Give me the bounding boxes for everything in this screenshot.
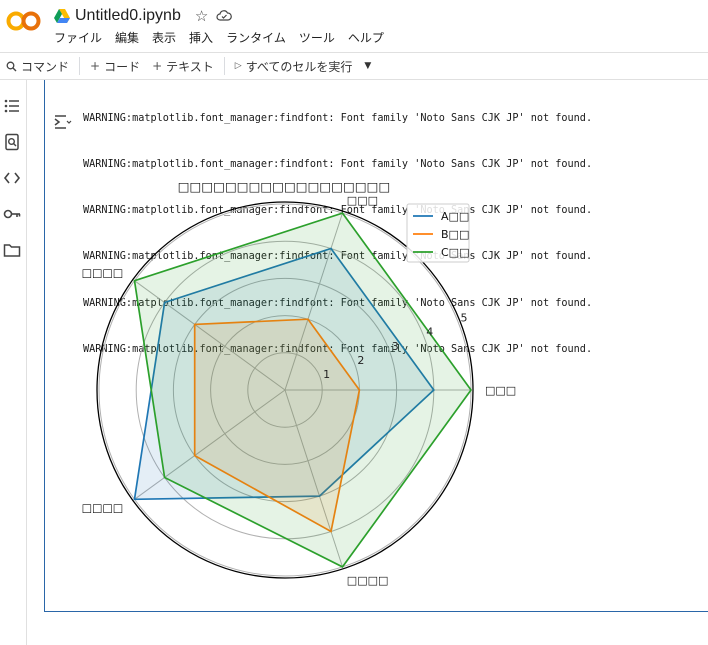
warning-line: WARNING:matplotlib.font_manager:findfont… (83, 343, 593, 355)
menu-file[interactable]: ファイル (54, 31, 103, 45)
table-of-contents-icon[interactable] (2, 96, 22, 116)
notebook-title[interactable]: Untitled0.ipynb (75, 7, 181, 24)
output-actions-icon[interactable] (52, 112, 72, 132)
warning-line: WARNING:matplotlib.font_manager:findfont… (83, 112, 593, 124)
toolbar: コマンド + コード + テキスト ▷ すべてのセルを実行 ▼ (0, 52, 708, 80)
menu-insert[interactable]: 挿入 (189, 31, 214, 45)
run-all-label: すべてのセルを実行 (245, 59, 353, 74)
colab-logo-icon[interactable] (6, 8, 42, 34)
radial-tick-label: 2 (357, 354, 364, 367)
command-palette-button[interactable]: コマンド (0, 58, 75, 75)
series-line-0 (133, 247, 435, 501)
files-folder-icon[interactable] (2, 240, 22, 260)
google-drive-icon[interactable] (54, 9, 70, 23)
caret-down-icon: ▼ (364, 61, 372, 71)
code-snippets-icon[interactable] (2, 168, 22, 188)
plus-icon: + (90, 59, 101, 73)
axis-label: □□□□ (347, 574, 389, 587)
radar-grid (96, 201, 474, 579)
add-code-label: コード (104, 59, 141, 74)
polar-frame (96, 201, 474, 579)
toolbar-divider (223, 57, 225, 75)
menu-help[interactable]: ヘルプ (347, 31, 384, 45)
warning-line: WARNING:matplotlib.font_manager:findfont… (83, 159, 593, 171)
chart-legend: A□□ B□□ C□□ (406, 203, 470, 263)
radar-chart: □□□□□□□□□□□□□□□□□□ 12345□□□□□□□□□□□□□□□□… (82, 179, 517, 587)
series-line-1 (193, 318, 361, 533)
code-cell-output[interactable] (44, 80, 708, 612)
warning-line: WARNING:matplotlib.font_manager:findfont… (83, 297, 593, 309)
add-text-button[interactable]: + テキスト (146, 58, 220, 75)
axis-label: □□□□ (82, 502, 124, 515)
command-label: コマンド (21, 59, 70, 74)
legend-box (406, 203, 470, 263)
legend-entry: B□□ (441, 228, 469, 241)
legend-entry: C□□ (441, 246, 469, 259)
run-all-button[interactable]: ▷ すべてのセルを実行 (229, 58, 359, 75)
add-code-button[interactable]: + コード (84, 58, 146, 75)
radar-series (133, 212, 473, 568)
plus-icon: + (152, 59, 163, 73)
axis-label: □□□□ (82, 266, 124, 279)
find-replace-icon[interactable] (2, 132, 22, 152)
axis-label: □□□ (347, 194, 378, 207)
radial-tick-label: 3 (392, 340, 399, 353)
angular-gridline (284, 389, 343, 568)
angular-gridline (134, 389, 286, 500)
menu-tools[interactable]: ツール (298, 31, 335, 45)
play-icon: ▷ (234, 61, 242, 71)
menu-runtime[interactable]: ランタイム (226, 31, 286, 45)
angular-gridline (134, 280, 286, 391)
series-fill-2 (134, 213, 471, 567)
title-row: Untitled0.ipynb ☆ (54, 5, 233, 27)
radial-tick-label: 1 (323, 368, 330, 381)
menu-bar: ファイル 編集 表示 挿入 ランタイム ツール ヘルプ (54, 29, 397, 46)
radial-tick-label: 4 (426, 326, 433, 339)
series-line-2 (133, 212, 473, 568)
chart-title: □□□□□□□□□□□□□□□□□□ (178, 179, 391, 194)
app-header: Untitled0.ipynb ☆ ファイル 編集 表示 挿入 ランタイム ツー… (0, 0, 708, 52)
toolbar-divider (79, 57, 81, 75)
series-fill-0 (134, 248, 434, 500)
angular-gridline (284, 212, 343, 391)
menu-view[interactable]: 表示 (152, 31, 177, 45)
radial-tick-label: 5 (461, 311, 468, 324)
add-text-label: テキスト (166, 59, 214, 74)
run-options-dropdown[interactable]: ▼ (358, 61, 377, 71)
secrets-key-icon[interactable] (2, 204, 22, 224)
cloud-saved-icon[interactable] (216, 9, 233, 23)
legend-entry: A□□ (441, 210, 469, 223)
search-icon (6, 61, 17, 71)
star-icon[interactable]: ☆ (194, 7, 209, 25)
left-sidebar (0, 80, 27, 645)
axis-label: □□□ (485, 384, 516, 397)
menu-edit[interactable]: 編集 (115, 31, 140, 45)
